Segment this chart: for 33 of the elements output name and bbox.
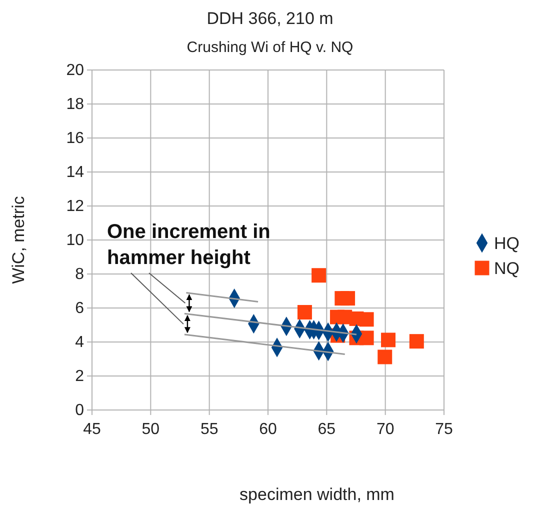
x-axis-title: specimen width, mm — [240, 485, 394, 504]
y-tick-label: 2 — [75, 368, 84, 386]
x-tick-label: 70 — [376, 421, 394, 438]
x-tick-label: 50 — [142, 421, 160, 438]
y-tick-label: 4 — [75, 334, 84, 352]
point — [409, 334, 424, 349]
chart-title: DDH 366, 210 m — [206, 9, 334, 28]
point — [378, 350, 392, 364]
point — [359, 330, 374, 346]
y-tick-label: 18 — [66, 96, 84, 114]
x-tick-label: 60 — [259, 421, 277, 438]
legend-label: HQ — [494, 234, 520, 253]
point — [312, 268, 326, 283]
y-tick-label: 20 — [66, 62, 84, 80]
point — [381, 332, 396, 348]
point — [297, 305, 312, 320]
x-tick-label: 55 — [200, 421, 218, 438]
point — [359, 312, 374, 327]
x-tick-label: 45 — [83, 421, 101, 438]
y-tick-label: 14 — [66, 164, 84, 182]
annotation: One increment in hammer height — [107, 221, 270, 269]
x-tick-label: 65 — [318, 421, 336, 438]
y-tick-label: 16 — [66, 130, 84, 148]
legend-label: NQ — [494, 259, 520, 278]
chart-subtitle: Crushing Wi of HQ v. NQ — [186, 39, 354, 56]
y-axis-title: WiC, metric — [9, 196, 28, 284]
point — [340, 291, 356, 306]
y-tick-label: 8 — [75, 266, 84, 284]
x-tick-label: 75 — [435, 421, 453, 438]
y-tick-label: 12 — [66, 198, 84, 216]
y-tick-label: 0 — [75, 402, 84, 420]
y-tick-label: 10 — [66, 232, 84, 250]
y-tick-label: 6 — [75, 300, 84, 318]
